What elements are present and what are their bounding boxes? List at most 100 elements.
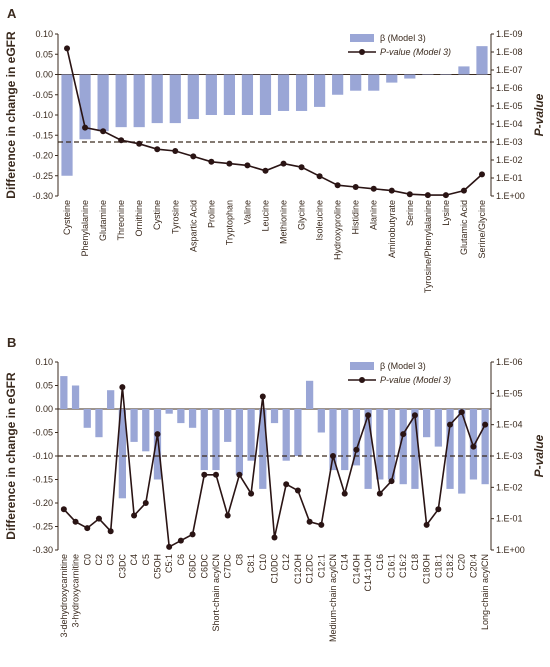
chart1-category-label-27: C16 <box>375 554 385 571</box>
chart1-category-label-16: C8:1 <box>246 554 256 573</box>
chart1-category-label-28: C16:1 <box>387 554 397 578</box>
chart1-ytick-label: 0.10 <box>35 357 53 367</box>
chart1-bar-2 <box>83 409 91 428</box>
chart0-bar-15 <box>332 74 344 95</box>
chart1-pvalue-point-15 <box>236 471 243 478</box>
chart1-pvalue-point-35 <box>470 443 477 450</box>
chart0-category-label-0: Cysteine <box>62 200 72 235</box>
chart0-pvalue-point-14 <box>316 173 323 180</box>
chart1-category-label-7: C5 <box>141 554 151 566</box>
chart0-pvalue-point-16 <box>352 184 359 190</box>
chart1-bar-8 <box>153 409 162 480</box>
chart0-bar-20 <box>422 74 434 75</box>
chart0-category-label-11: Leucine <box>260 200 270 232</box>
chart0-pvalue-point-11 <box>262 167 269 174</box>
chart1-y-axis-title: Difference in change in eGFR <box>4 372 18 540</box>
chart0-pvalue-point-4 <box>136 140 143 147</box>
chart1-bar-14 <box>224 409 232 442</box>
chart0-pvalue-point-22 <box>460 187 467 194</box>
chart1-legend-line-marker <box>359 377 365 383</box>
chart1-bar-19 <box>282 409 290 461</box>
chart0-ytick-label: 0.00 <box>35 70 53 80</box>
chart1-category-label-33: C18:2 <box>445 554 455 578</box>
chart1-bar-24 <box>341 409 349 471</box>
chart1-category-label-29: C16:2 <box>398 554 408 578</box>
chart1-pvalue-point-0 <box>60 506 67 513</box>
chart1-bar-7 <box>142 409 150 452</box>
chart1-bar-17 <box>259 409 267 489</box>
chart1-y2-axis-title: P-value <box>532 434 546 477</box>
chart1-category-label-24: C14 <box>340 554 350 571</box>
chart1-category-label-6: C4 <box>129 554 139 566</box>
chart1-pvalue-point-32 <box>435 506 442 513</box>
chart1-category-label-4: C3 <box>106 554 116 566</box>
chart1-bar-30 <box>411 409 419 489</box>
chart0-bar-18 <box>386 74 398 83</box>
chart0-bar-2 <box>97 74 109 132</box>
chart0-category-label-21: Lysine <box>441 200 451 226</box>
chart0-category-label-17: Alanine <box>369 200 379 230</box>
chart0-pvalue-point-23 <box>478 171 485 178</box>
chart1-ytick-label: -0.05 <box>32 428 53 438</box>
chart0-pvalue-line <box>66 48 483 196</box>
chart0-panel-label: A <box>7 6 17 21</box>
chart1-category-label-8: C5OH <box>152 554 162 579</box>
chart1-bar-6 <box>130 409 138 442</box>
chart0-ytick-label: -0.15 <box>32 130 53 140</box>
chart1-category-label-35: C20:4 <box>468 554 478 578</box>
chart0-category-label-13: Glycine <box>297 200 307 230</box>
chart1-pvalue-point-21 <box>306 518 313 525</box>
chart1-pvalue-point-25 <box>353 446 360 453</box>
chart1-bar-3 <box>95 409 103 438</box>
chart1-pvalue-point-20 <box>294 487 301 494</box>
chart0-bar-4 <box>133 74 145 128</box>
chart0-bar-13 <box>295 74 308 111</box>
chart0-legend-line-label: P-value (Model 3) <box>380 47 451 57</box>
chart0-legend-line-marker <box>359 49 365 55</box>
chart1-pvalue-point-8 <box>154 431 161 438</box>
chart0-pvalue-point-5 <box>154 146 161 153</box>
chart0-bar-16 <box>350 74 362 91</box>
chart1-pvalue-point-31 <box>423 521 430 528</box>
chart1-category-label-34: C20 <box>457 554 467 571</box>
chart0-category-label-7: Aspartic Acid <box>188 200 198 252</box>
chart1-category-label-32: C18:1 <box>433 554 443 578</box>
chart1-category-label-15: C8 <box>234 554 244 566</box>
chart1-category-label-22: C12:1 <box>316 554 326 578</box>
chart1-category-label-11: C6DC <box>188 554 198 579</box>
chart1-bar-27 <box>376 409 384 480</box>
chart0-pvalue-point-1 <box>82 124 89 131</box>
chart1-category-label-5: C3DC <box>117 554 127 579</box>
chart1-bar-32 <box>434 409 442 447</box>
chart0-pvalue-point-13 <box>298 164 305 171</box>
chart0-pvalue-point-17 <box>370 185 377 192</box>
chart1-y2tick-label: 1.E+00 <box>496 545 525 555</box>
chart1-pvalue-point-10 <box>177 537 184 544</box>
chart1-category-label-1: 3-hydroxycarnitine <box>71 554 81 628</box>
chart1-bar-29 <box>399 409 407 485</box>
chart1-category-label-25: C14OH <box>351 554 361 584</box>
chart0-pvalue-point-12 <box>280 160 287 167</box>
chart1-bar-36 <box>481 409 489 485</box>
chart1-pvalue-point-22 <box>318 521 325 528</box>
chart0-y2tick-label: 1.E-01 <box>496 173 523 183</box>
chart1-ytick-label: 0.00 <box>35 404 53 414</box>
chart0-pvalue-point-9 <box>226 160 233 167</box>
chart0-bar-1 <box>79 74 91 140</box>
chart1-y2tick-label: 1.E-02 <box>496 482 523 492</box>
chart0-y2tick-label: 1.E-06 <box>496 83 523 93</box>
chart1-bar-28 <box>387 409 396 480</box>
chart0-pvalue-point-2 <box>100 128 107 135</box>
chart0-y-axis-title: Difference in change in eGFR <box>4 31 18 199</box>
chart0-pvalue-point-20 <box>424 192 431 199</box>
chart1-pvalue-point-30 <box>411 412 418 419</box>
chart0-category-label-23: Serine/Glycine <box>477 200 487 259</box>
chart1-pvalue-point-29 <box>400 431 407 438</box>
chart1-pvalue-point-7 <box>142 500 149 506</box>
chart0-ytick-label: -0.20 <box>32 151 53 161</box>
chart1-bar-33 <box>446 409 454 489</box>
chart1-panel-label: B <box>7 335 16 350</box>
chart1-pvalue-point-14 <box>224 512 231 519</box>
chart0-bar-0 <box>61 74 73 176</box>
